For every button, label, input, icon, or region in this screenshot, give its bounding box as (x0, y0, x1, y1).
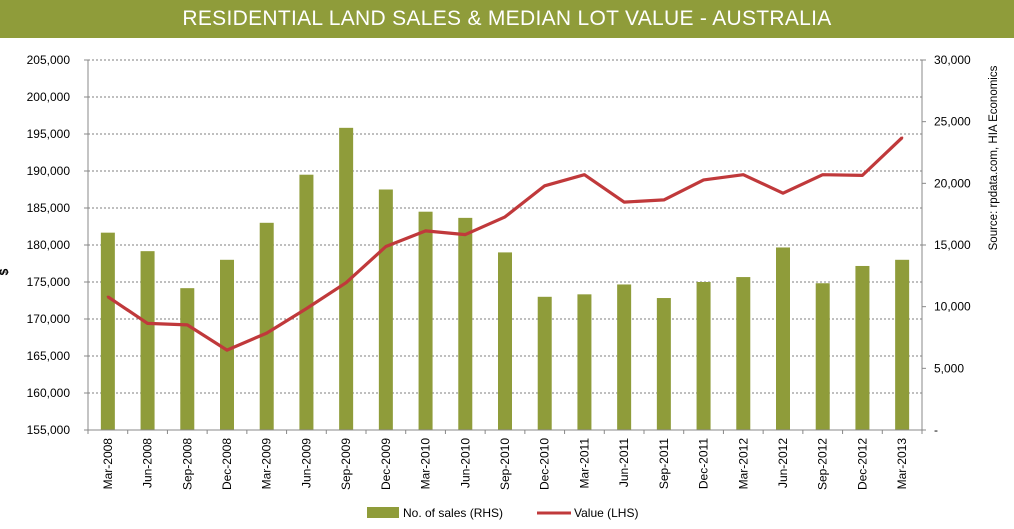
legend-label-value: Value (LHS) (574, 506, 638, 520)
line-point-mar-2011 (583, 173, 586, 176)
line-point-mar-2012 (742, 173, 745, 176)
chart-title: RESIDENTIAL LAND SALES & MEDIAN LOT VALU… (0, 0, 1014, 38)
line-point-jun-2008 (146, 322, 149, 325)
left-tick-label: 180,000 (27, 238, 71, 252)
x-tick-label: Dec-2009 (379, 438, 393, 490)
line-point-mar-2013 (900, 136, 904, 139)
left-tick-label: 160,000 (27, 386, 71, 400)
x-tick-label: Jun-2009 (299, 438, 313, 488)
line-point-dec-2009 (384, 245, 388, 248)
legend-swatch-sales (367, 507, 399, 518)
x-tick-label: Sep-2011 (657, 438, 671, 489)
bar-jun-2009 (299, 174, 314, 430)
x-tick-label: Dec-2012 (855, 438, 869, 490)
line-point-sep-2010 (503, 215, 507, 219)
right-tick-label: 5,000 (934, 361, 964, 375)
y-axis-label: $ (0, 268, 11, 275)
left-tick-label: 165,000 (27, 349, 71, 363)
x-tick-label: Jun-2012 (776, 438, 790, 488)
x-tick-label: Mar-2010 (419, 438, 433, 490)
bar-mar-2009 (259, 222, 274, 430)
x-tick-label: Sep-2012 (816, 438, 830, 490)
line-point-jun-2012 (781, 192, 785, 195)
line-point-dec-2010 (543, 184, 546, 187)
line-point-mar-2008 (106, 295, 110, 298)
left-tick-label: 170,000 (27, 312, 71, 326)
x-tick-label: Jun-2011 (617, 438, 631, 487)
bar-sep-2009 (339, 127, 354, 430)
right-tick-label: 15,000 (934, 238, 971, 252)
bar-jun-2012 (776, 247, 790, 430)
x-tick-label: Dec-2010 (538, 438, 552, 490)
bar-mar-2012 (736, 277, 751, 430)
right-tick-label: 20,000 (934, 176, 971, 190)
line-point-sep-2008 (186, 323, 189, 327)
left-tick-label: 205,000 (27, 53, 71, 67)
bar-jun-2008 (140, 251, 155, 430)
line-point-dec-2012 (861, 174, 864, 177)
left-tick-label: 190,000 (27, 164, 71, 178)
line-point-jun-2010 (464, 233, 467, 236)
left-axis-ticks: 155,000 160,000 165,000 170,000 175,000 180,0… (27, 53, 88, 437)
line-point-jun-2011 (622, 200, 626, 204)
x-tick-label: Dec-2011 (697, 438, 711, 489)
x-tick-label: Mar-2008 (101, 438, 115, 490)
x-tick-label: Dec-2008 (220, 438, 234, 490)
bar-dec-2012 (855, 265, 870, 430)
x-axis-ticks: Mar-2008 Jun-2008 Sep-2008 Dec-2008 Mar-2009… (87, 430, 923, 490)
bar-mar-2011 (577, 294, 592, 430)
x-tick-label: Mar-2011 (577, 438, 591, 489)
line-point-dec-2008 (225, 348, 229, 352)
bar-mar-2008 (100, 232, 115, 430)
x-tick-label: Mar-2012 (736, 438, 750, 490)
line-point-sep-2009 (344, 281, 348, 284)
bar-sep-2008 (180, 288, 195, 430)
left-tick-label: 185,000 (27, 201, 71, 215)
left-tick-label: 195,000 (27, 127, 71, 141)
line-point-mar-2010 (424, 229, 427, 233)
bar-dec-2008 (220, 259, 234, 430)
x-tick-label: Sep-2010 (498, 438, 512, 490)
bar-mar-2013 (895, 259, 910, 430)
line-series (106, 136, 904, 352)
right-tick-label: 30,000 (934, 53, 971, 67)
left-tick-label: 155,000 (27, 423, 71, 437)
x-tick-label: Jun-2010 (458, 438, 472, 488)
legend-label-sales: No. of sales (RHS) (403, 506, 503, 520)
right-tick-label: - (934, 423, 938, 437)
bar-dec-2011 (696, 282, 711, 430)
x-tick-label: Mar-2013 (895, 438, 909, 490)
bar-jun-2010 (458, 217, 473, 430)
bar-dec-2010 (537, 296, 552, 430)
bar-sep-2011 (656, 298, 671, 430)
source-note: Source: rpdata.com, HIA Economics (988, 65, 1000, 250)
bar-series (100, 127, 910, 430)
left-tick-label: 200,000 (27, 90, 71, 104)
line-point-sep-2011 (662, 198, 666, 202)
legend: No. of sales (RHS) Value (LHS) (367, 506, 638, 520)
x-tick-label: Sep-2009 (339, 438, 353, 490)
bar-dec-2009 (378, 189, 393, 430)
bar-mar-2010 (418, 211, 433, 430)
right-axis-ticks: - 5,000 10,000 15,000 20,000 25,000 30,000 (922, 53, 971, 437)
line-point-dec-2011 (702, 178, 705, 182)
x-tick-label: Mar-2009 (260, 438, 274, 490)
x-tick-label: Jun-2008 (141, 438, 155, 488)
bar-jun-2011 (617, 284, 632, 430)
bar-sep-2010 (498, 252, 512, 430)
right-tick-label: 10,000 (934, 300, 971, 314)
left-tick-label: 175,000 (27, 275, 71, 289)
line-point-sep-2012 (821, 173, 824, 176)
right-tick-label: 25,000 (934, 115, 971, 129)
bar-sep-2012 (815, 283, 830, 430)
line-point-mar-2009 (265, 331, 268, 335)
x-tick-label: Sep-2008 (180, 438, 194, 490)
line-point-jun-2009 (305, 307, 308, 310)
